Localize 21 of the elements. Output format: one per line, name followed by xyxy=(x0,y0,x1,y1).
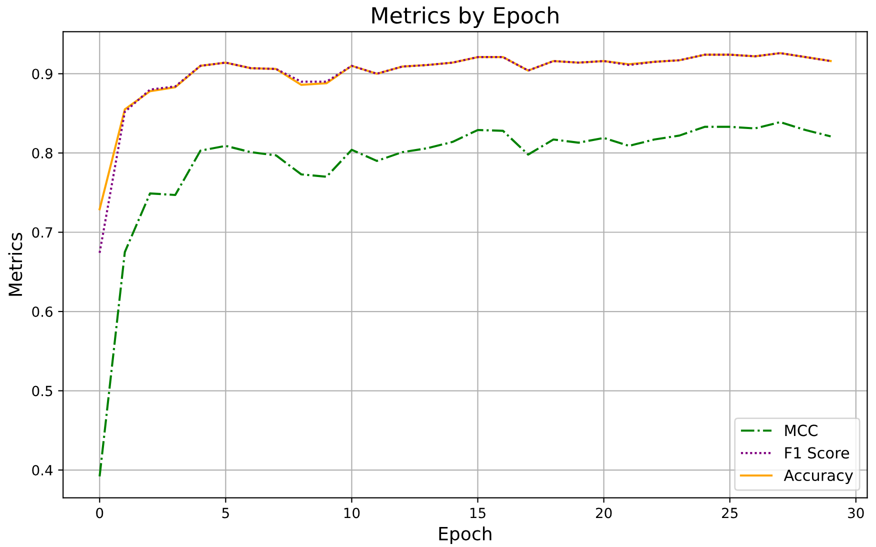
legend-label: F1 Score xyxy=(785,447,850,459)
x-tick-label: 5 xyxy=(222,508,229,518)
y-tick-label: 0.8 xyxy=(32,148,52,158)
y-tick-label: 0.6 xyxy=(32,306,52,317)
y-axis-title: Metrics xyxy=(8,232,22,296)
legend-label: MCC xyxy=(785,424,818,436)
y-tick-label: 0.5 xyxy=(32,386,52,396)
x-tick-label: 25 xyxy=(722,508,738,518)
x-tick-label: 0 xyxy=(96,508,104,518)
y-tick-label: 0.4 xyxy=(32,465,53,476)
chart-title: Metrics by Epoch xyxy=(372,6,558,28)
line-series xyxy=(98,52,832,254)
y-tick-label: 0.7 xyxy=(32,227,52,238)
x-tick-label: 20 xyxy=(596,508,612,518)
line-series xyxy=(98,52,832,210)
x-tick-label: 30 xyxy=(848,508,864,518)
x-axis-title: Epoch xyxy=(439,526,492,544)
x-tick-label: 15 xyxy=(470,508,486,518)
y-tick-label: 0.9 xyxy=(32,68,52,80)
x-tick-label: 10 xyxy=(344,508,360,518)
legend-label: Accuracy xyxy=(784,470,854,484)
